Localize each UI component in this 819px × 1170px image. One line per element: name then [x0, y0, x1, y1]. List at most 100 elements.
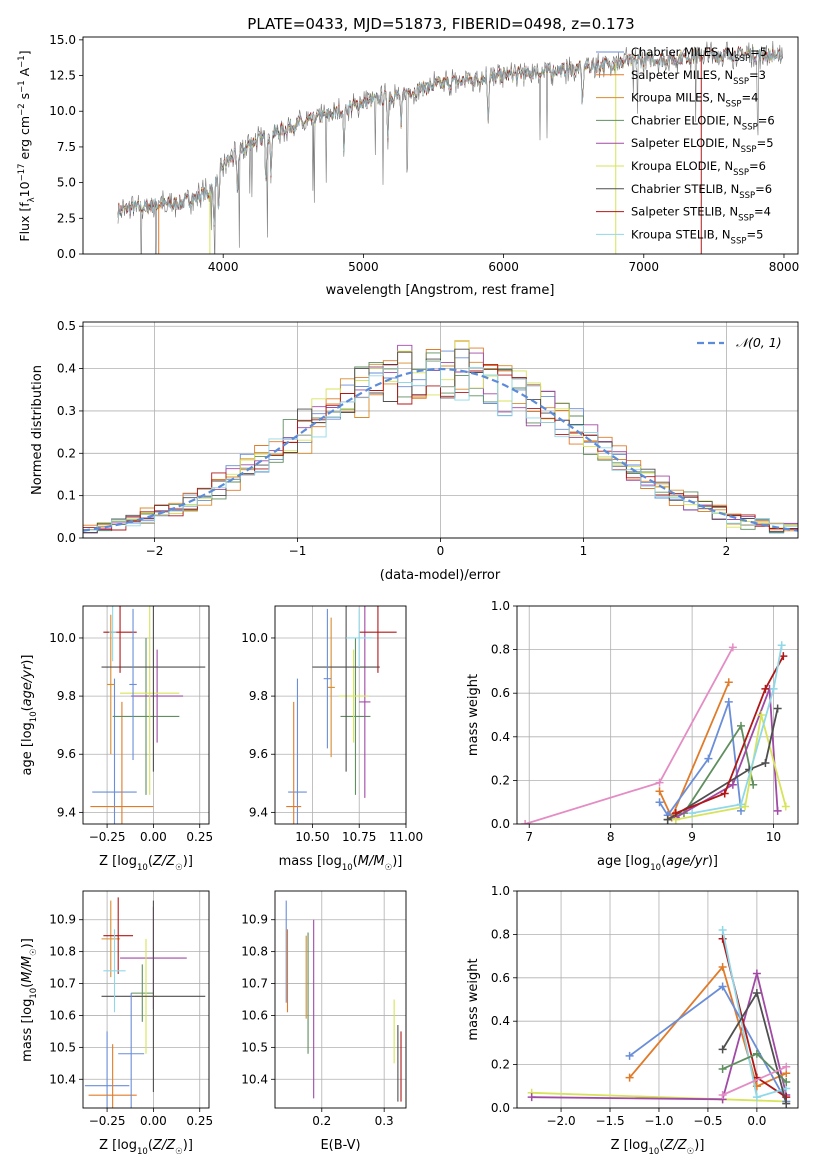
y-tick-label: 10.0	[241, 631, 268, 645]
plot-area-age-vs-mass	[286, 606, 397, 824]
mass-weight-marker	[718, 982, 727, 991]
panel-mass-weight-vs-age: 7 8 9 10 0.0 0.2 0.4 0.6 0.8 1.0 age [log10(age/yr…	[466, 599, 799, 873]
axes-frame	[82, 890, 210, 1109]
x-axis-label: wavelength [Angstrom, rest frame]	[326, 283, 555, 298]
y-tick-label: 9.8	[249, 689, 268, 703]
mass-weight-marker	[752, 1049, 761, 1058]
x-tick-label: 4000	[208, 260, 239, 274]
mass-weight-marker	[527, 1093, 536, 1102]
mass-weight-marker	[718, 1064, 727, 1073]
x-tick-label: 10	[766, 830, 781, 844]
mass-weight-marker	[655, 778, 664, 787]
y-tick-label: 0.0	[57, 247, 76, 261]
x-tick-label: −2.0	[546, 1114, 575, 1128]
mass-weight-marker	[781, 802, 790, 811]
mass-weight-marker	[773, 806, 782, 815]
mass-weight-marker	[761, 758, 770, 767]
mass-weight-marker	[655, 798, 664, 807]
x-tick-label: 0	[437, 544, 445, 558]
spectrum-data-line	[117, 40, 783, 254]
y-axis-label: mass weight	[466, 958, 481, 1040]
mass-weight-line	[667, 708, 779, 821]
y-tick-label: 7.5	[57, 140, 76, 154]
mass-weight-line	[691, 645, 783, 814]
mass-weight-marker	[779, 652, 788, 661]
y-tick-label: 0.6	[491, 686, 510, 700]
mass-weight-marker	[655, 787, 664, 796]
legend-label: Chabrier MILES, NSSP=5	[631, 45, 767, 64]
y-tick-label: 0.8	[491, 927, 510, 941]
mass-weight-marker	[736, 721, 745, 730]
x-tick-label: 8000	[769, 260, 800, 274]
mass-weight-line	[722, 1065, 787, 1096]
y-tick-label: 10.9	[49, 913, 76, 927]
y-axis-label: mass [log10(M/M☉)]	[20, 938, 39, 1062]
mass-weight-marker	[745, 765, 754, 774]
x-tick-label: −1.5	[595, 1114, 624, 1128]
y-tick-label: 0.1	[57, 489, 76, 503]
plot-area-spectrum	[117, 40, 783, 254]
gaussian-curve	[83, 367, 798, 532]
x-tick-label: 0.00	[140, 1114, 167, 1128]
mass-weight-marker	[663, 815, 672, 824]
y-tick-label: 2.5	[57, 211, 76, 225]
mass-weight-marker	[769, 684, 778, 693]
plot-area-mass-vs-Z	[84, 897, 206, 1108]
svg-text:mass [log10(M/M☉)]: mass [log10(M/M☉)]	[20, 938, 39, 1062]
mass-weight-marker	[718, 1090, 727, 1099]
x-tick-label: 8	[607, 830, 615, 844]
legend-label: Salpeter MILES, NSSP=3	[631, 68, 766, 87]
x-axis-label: Z [log10(Z/Z☉)]	[99, 1138, 193, 1157]
x-tick-label: 2	[723, 544, 731, 558]
y-tick-label: 10.8	[241, 945, 268, 959]
mass-weight-marker	[773, 704, 782, 713]
y-tick-label: 10.4	[49, 1072, 76, 1086]
y-tick-label: 1.0	[491, 599, 510, 613]
histogram-step	[83, 360, 798, 538]
x-tick-label: 5000	[348, 260, 379, 274]
mass-weight-marker	[688, 809, 697, 818]
mass-weight-marker	[761, 684, 770, 693]
y-tick-label: 10.7	[241, 977, 268, 991]
panel-age-vs-Z: −0.25 0.00 0.25 9.4 9.6 9.8 10.0 Z [log10(Z/Z☉)…	[20, 605, 213, 873]
x-tick-label: 0.25	[186, 1114, 213, 1128]
axes-frame	[82, 605, 210, 825]
mass-weight-marker	[704, 754, 713, 763]
mass-weight-marker	[736, 800, 745, 809]
legend-label: Salpeter ELODIE, NSSP=5	[631, 136, 774, 155]
y-tick-label: 0.3	[57, 404, 76, 418]
x-tick-label: 7000	[629, 260, 660, 274]
y-axis-label: age [log10(age/yr)]	[20, 655, 39, 776]
legend-label: Chabrier STELIB, NSSP=6	[631, 182, 772, 201]
x-tick-label: −2	[146, 544, 164, 558]
plot-area-mass-vs-EBV	[285, 900, 402, 1102]
axes-frame	[82, 36, 799, 255]
x-axis-label: E(B-V)	[320, 1138, 360, 1153]
mass-weight-line	[524, 646, 734, 824]
mass-weight-marker	[718, 926, 727, 935]
x-tick-label: −0.25	[89, 830, 126, 844]
axes-frame	[82, 321, 799, 539]
y-tick-label: 15.0	[49, 33, 76, 47]
mass-weight-marker	[724, 697, 733, 706]
plot-area-mass-weight-vs-Z	[527, 926, 791, 1108]
y-tick-label: 10.7	[49, 977, 76, 991]
y-tick-label: 10.5	[241, 1040, 268, 1054]
x-tick-label: 6000	[488, 260, 519, 274]
legend-label: 𝒩(0, 1)	[736, 335, 782, 350]
mass-weight-marker	[752, 1093, 761, 1102]
legend-label: Kroupa STELIB, NSSP=5	[631, 227, 763, 246]
y-tick-label: 0.2	[491, 773, 510, 787]
y-tick-label: 9.4	[249, 805, 268, 819]
y-tick-label: 10.6	[241, 1008, 268, 1022]
mass-weight-marker	[741, 802, 750, 811]
x-tick-label: −1.0	[644, 1114, 673, 1128]
x-tick-label: −0.25	[89, 1114, 126, 1128]
y-tick-label: 0.0	[491, 817, 510, 831]
mass-weight-marker	[728, 780, 737, 789]
axes-frame	[274, 890, 407, 1109]
y-tick-label: 5.0	[57, 176, 76, 190]
legend-label: Kroupa MILES, NSSP=4	[631, 91, 758, 110]
y-axis-label: mass weight	[466, 674, 481, 756]
mass-weight-marker	[718, 1045, 727, 1054]
